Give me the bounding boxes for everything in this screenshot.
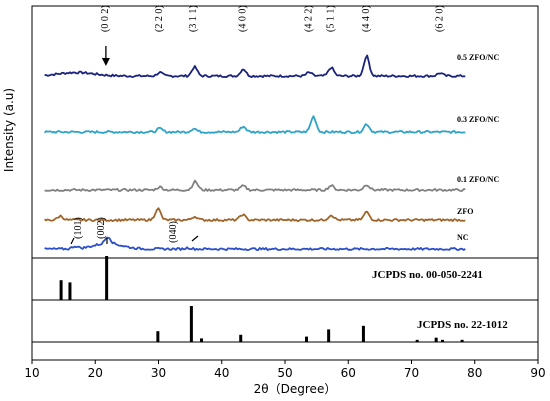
ref-line <box>105 256 109 300</box>
hkl-label: (4 2 2) <box>303 5 314 32</box>
x-tick-label: 20 <box>88 366 103 380</box>
series-label: 0.1 ZFO/NC <box>457 175 499 184</box>
series-label: 0.3 ZFO/NC <box>457 115 499 124</box>
hkl-label: (4 4 0) <box>361 5 372 32</box>
series-line-0-5-zfo-nc <box>44 54 466 78</box>
nc-arrow <box>191 235 199 242</box>
ref-line <box>68 282 72 300</box>
ref-line <box>239 334 243 342</box>
ref-line <box>305 336 309 342</box>
hkl-label: (2 2 0) <box>154 5 165 32</box>
ref-line <box>189 306 193 342</box>
y-axis-label: Intensity (a.u) <box>2 88 16 172</box>
hkl-label: (4 0 0) <box>238 5 249 32</box>
ref-line <box>200 338 204 342</box>
series-label: ZFO <box>457 207 473 216</box>
series-label: 0.5 ZFO/NC <box>457 53 499 62</box>
nc-hkl-label: (040) <box>168 221 179 243</box>
ref-line <box>434 337 438 342</box>
ref-label: JCPDS no. 22-1012 <box>417 319 508 331</box>
x-tick-label: 30 <box>151 366 166 380</box>
nc-arrow <box>70 237 75 245</box>
ref-label: JCPDS no. 00-050-2241 <box>372 269 483 281</box>
x-tick-label: 40 <box>214 366 229 380</box>
ref-line <box>460 339 464 342</box>
series-line-nc <box>44 236 466 252</box>
x-tick-label: 10 <box>24 366 39 380</box>
ref-line <box>327 329 331 342</box>
nc-hkl-label: (002) <box>96 217 107 239</box>
ref-line <box>361 325 365 342</box>
x-tick-label: 50 <box>277 366 292 380</box>
ref-line <box>415 339 419 342</box>
hkl-label: (5 1 1) <box>325 5 336 32</box>
hkl-label: (0 0 2) <box>100 5 111 32</box>
x-axis-label: 2θ（Degree） <box>254 382 337 396</box>
hkl-label: (3 1 1) <box>188 5 199 32</box>
series-line-0-1-zfo-nc <box>44 179 466 193</box>
hkl-label: (6 2 0) <box>434 5 445 32</box>
nc-hkl-label: (101) <box>73 217 84 239</box>
ref-line <box>59 280 63 300</box>
ref-line <box>156 331 160 342</box>
x-tick-label: 70 <box>404 366 419 380</box>
x-tick-label: 60 <box>341 366 356 380</box>
arrow-002-head <box>101 58 110 66</box>
ref-line <box>440 339 444 342</box>
series-line-0-3-zfo-nc <box>43 115 466 135</box>
x-tick-label: 80 <box>467 366 482 380</box>
series-line-zfo <box>44 207 466 223</box>
x-tick-label: 90 <box>530 366 545 380</box>
series-label: NC <box>457 233 469 242</box>
